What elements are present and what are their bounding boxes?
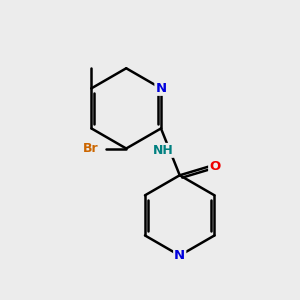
Text: N: N <box>174 249 185 262</box>
Text: O: O <box>209 160 220 173</box>
Text: Br: Br <box>83 142 99 155</box>
Text: N: N <box>155 82 167 95</box>
Text: NH: NH <box>152 144 173 157</box>
